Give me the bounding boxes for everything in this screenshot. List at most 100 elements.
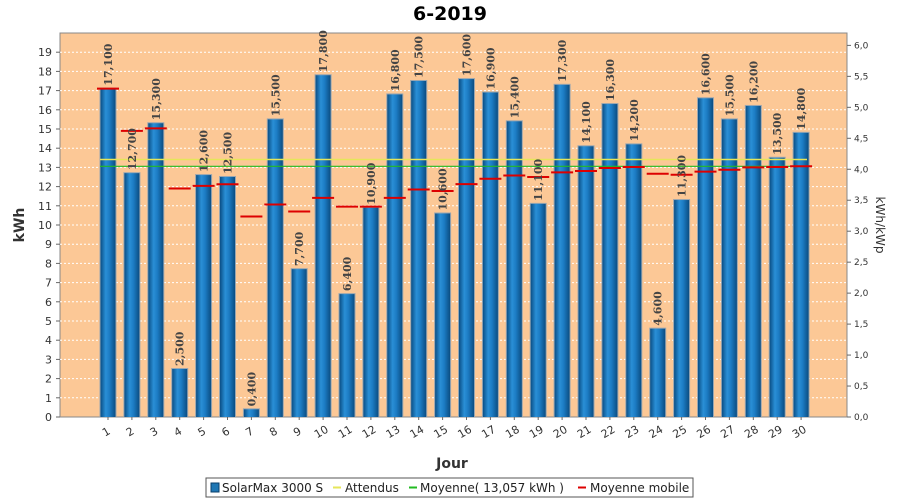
bar <box>459 79 474 417</box>
x-tick-label: 18 <box>503 423 522 441</box>
y-tick-label: 18 <box>38 65 52 78</box>
bar <box>554 84 570 417</box>
x-tick-label: 5 <box>196 425 209 440</box>
x-tick-label: 27 <box>718 423 737 441</box>
x-tick-label: 14 <box>408 423 427 441</box>
y-tick-label: 8 <box>45 257 52 270</box>
bar <box>698 98 713 417</box>
x-tick-label: 17 <box>479 423 498 441</box>
y-right-tick-label: 0,0 <box>854 413 869 423</box>
bar-value-label: 15,400 <box>508 76 521 118</box>
x-tick-label: 12 <box>360 423 379 441</box>
bar-value-label: 12,600 <box>198 130 211 172</box>
x-tick-label: 13 <box>384 423 403 441</box>
y-axis-label: kWh <box>12 208 28 243</box>
x-tick-label: 11 <box>336 423 355 441</box>
legend-label-moyenne-mobile: Moyenne mobile <box>590 481 689 495</box>
bar-value-label: 12,500 <box>222 132 235 174</box>
bar <box>578 146 594 417</box>
moving-average-marks <box>97 87 813 218</box>
y-tick-label: 7 <box>45 277 52 290</box>
x-tick-label: 6 <box>219 425 232 440</box>
bar <box>411 81 427 417</box>
bar <box>602 104 618 417</box>
bar-value-label: 14,100 <box>580 101 593 143</box>
x-tick-label: 10 <box>312 423 331 441</box>
bar <box>482 92 498 418</box>
bar-value-label: 12,700 <box>126 128 139 170</box>
bar-value-label: 15,500 <box>723 74 736 116</box>
bar <box>530 203 546 417</box>
bar-value-label: 10,600 <box>437 168 450 210</box>
bar-value-label: 15,300 <box>150 78 163 120</box>
bar <box>339 294 355 417</box>
y-tick-label: 11 <box>38 200 52 213</box>
y-tick-label: 0 <box>45 411 52 424</box>
bar-value-label: 6,400 <box>341 256 354 291</box>
value-labels: 17,100 12,700 15,300 2,500 12,600 12,500 0,400… <box>102 30 808 407</box>
y-tick-label: 9 <box>45 238 52 251</box>
bar-value-label: 11,100 <box>532 158 545 200</box>
y-right-tick-label: 4,0 <box>854 165 869 175</box>
y-tick-label: 13 <box>38 161 52 174</box>
bar-value-label: 16,200 <box>747 61 760 103</box>
x-tick-label: 4 <box>172 425 185 440</box>
x-tick-label: 2 <box>124 425 137 440</box>
bar-value-label: 16,600 <box>700 53 713 95</box>
y-tick-label: 4 <box>45 334 52 347</box>
bar <box>243 409 259 417</box>
bar <box>267 119 283 418</box>
legend-label-solarmax: SolarMax 3000 S <box>222 481 323 495</box>
x-tick-label: 20 <box>551 423 570 441</box>
bar <box>506 121 522 417</box>
bar-value-label: 2,500 <box>174 331 187 366</box>
x-tick-label: 26 <box>694 423 713 441</box>
legend-label-moyenne: Moyenne( 13,057 kWh ) <box>420 481 564 495</box>
y-tick-label: 17 <box>38 85 52 98</box>
bar-value-label: 11,300 <box>676 155 689 197</box>
bar-value-label: 16,800 <box>389 49 402 91</box>
y-right-tick-label: 5,0 <box>854 103 869 113</box>
bar <box>387 94 403 417</box>
y-right-tick-label: 4,5 <box>854 134 868 144</box>
y-tick-label: 2 <box>45 373 52 386</box>
legend-label-attendus: Attendus <box>345 481 399 495</box>
y-tick-label: 5 <box>45 315 52 328</box>
y-right-tick-label: 2,0 <box>854 289 869 299</box>
y-right-tick-label: 1,5 <box>854 320 868 330</box>
bar-value-label: 16,300 <box>604 59 617 101</box>
bar <box>626 144 642 418</box>
bar-value-label: 14,200 <box>628 99 641 141</box>
y-tick-label: 6 <box>45 296 52 309</box>
x-tick-label: 16 <box>455 423 474 441</box>
bar-value-label: 17,100 <box>102 43 115 85</box>
bar-value-label: 14,800 <box>795 87 808 129</box>
y-axis-right-label: kWh/kWp <box>873 197 887 254</box>
bar <box>363 207 379 417</box>
bar-value-label: 0,400 <box>245 372 258 407</box>
bar <box>291 269 307 417</box>
x-tick-label: 22 <box>599 423 618 441</box>
y-tick-label: 14 <box>38 142 52 155</box>
bar-value-label: 15,500 <box>269 74 282 116</box>
y-right-tick-label: 0,5 <box>854 382 868 392</box>
bar <box>435 213 451 417</box>
x-tick-label: 29 <box>766 423 785 441</box>
bar-value-label: 13,500 <box>771 112 784 154</box>
y-tick-label: 16 <box>38 104 52 117</box>
grid-lines <box>60 51 847 399</box>
y-tick-label: 10 <box>38 219 52 232</box>
bar <box>721 119 737 418</box>
bar-value-label: 4,600 <box>652 291 665 326</box>
bar-value-label: 17,600 <box>461 34 474 76</box>
reference-lines <box>100 158 807 167</box>
bar-value-label: 17,300 <box>556 39 569 81</box>
y-right-tick-label: 6,0 <box>854 41 869 51</box>
bar <box>769 157 785 418</box>
bar <box>124 173 140 417</box>
x-tick-label: 19 <box>527 423 546 441</box>
y-tick-label: 1 <box>45 392 52 405</box>
x-tick-label: 25 <box>671 423 690 441</box>
